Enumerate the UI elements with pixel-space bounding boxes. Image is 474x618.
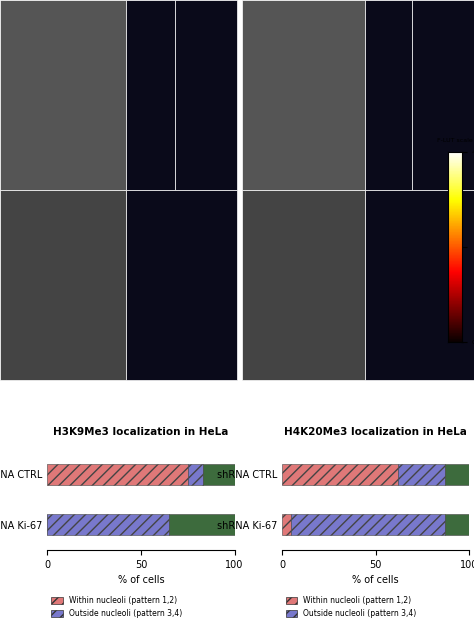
X-axis label: % of cells: % of cells [352, 575, 399, 585]
Bar [365, 0, 412, 190]
Title: H4K20Me3 localization in HeLa: H4K20Me3 localization in HeLa [284, 426, 467, 436]
Title: H3K9Me3 localization in HeLa: H3K9Me3 localization in HeLa [54, 426, 228, 436]
Bar [282, 464, 398, 485]
Bar [0, 0, 126, 190]
Bar [242, 190, 365, 380]
Bar [242, 0, 365, 190]
Bar [188, 464, 203, 485]
Bar [292, 514, 445, 535]
X-axis label: % of cells: % of cells [118, 575, 164, 585]
Bar [445, 464, 469, 485]
Bar [203, 464, 235, 485]
Legend: Within nucleoli (pattern 1,2), Outside nucleoli (pattern 3,4), Within nucleus/Di: Within nucleoli (pattern 1,2), Outside n… [51, 596, 182, 618]
Bar [126, 190, 237, 380]
Bar [175, 0, 237, 190]
Bar [169, 514, 235, 535]
Bar [365, 190, 474, 380]
Bar [126, 0, 175, 190]
Bar [0, 190, 126, 380]
Bar [445, 514, 469, 535]
Bar [412, 0, 474, 190]
Text: F-LUT scale: F-LUT scale [437, 138, 473, 143]
Legend: Within nucleoli (pattern 1,2), Outside nucleoli (pattern 3,4), Within nucleus/Di: Within nucleoli (pattern 1,2), Outside n… [286, 596, 417, 618]
Bar [47, 514, 169, 535]
Bar [398, 464, 445, 485]
Bar [47, 464, 188, 485]
Bar [282, 514, 292, 535]
